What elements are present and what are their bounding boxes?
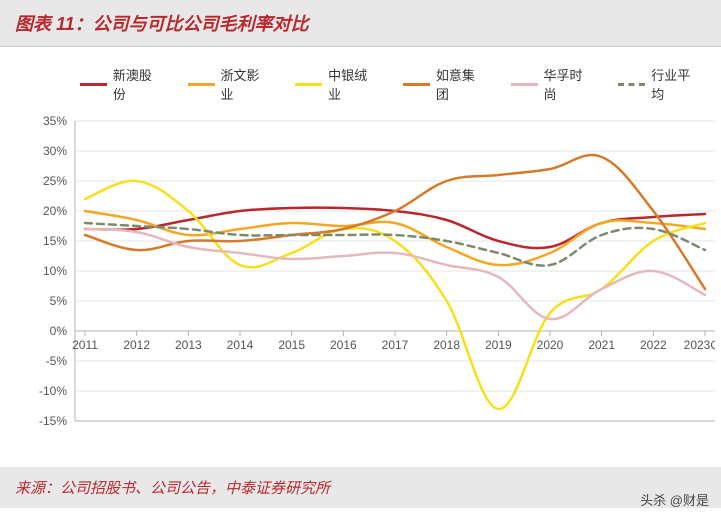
svg-text:2018: 2018 — [433, 338, 460, 352]
legend-swatch — [188, 83, 215, 86]
line-chart: -15% -10% -5% 0% 5% 10% 15% 20% 25% 30% 35% 2011 201… — [20, 113, 715, 449]
svg-text:2013: 2013 — [175, 338, 202, 352]
svg-text:20%: 20% — [43, 204, 67, 218]
legend-label: 中银绒业 — [328, 65, 378, 103]
source-text: 来源：公司招股书、公司公告，中泰证券研究所 — [15, 477, 706, 498]
svg-text:2019: 2019 — [485, 338, 512, 352]
svg-text:-10%: -10% — [39, 384, 67, 398]
legend-label: 浙文影业 — [221, 65, 271, 103]
legend-label: 行业平均 — [651, 65, 701, 103]
svg-text:15%: 15% — [43, 234, 67, 248]
svg-text:2011: 2011 — [72, 338, 98, 352]
svg-text:-15%: -15% — [39, 414, 67, 428]
svg-text:0%: 0% — [50, 324, 68, 338]
legend: 新澳股份 浙文影业 中银绒业 如意集团 华孚时尚 行业平均 — [20, 65, 701, 103]
svg-text:2021: 2021 — [588, 338, 615, 352]
legend-swatch — [80, 83, 107, 86]
svg-text:30%: 30% — [43, 144, 67, 158]
legend-item: 中银绒业 — [295, 65, 378, 103]
svg-text:-5%: -5% — [46, 354, 68, 368]
legend-item: 华孚时尚 — [511, 65, 594, 103]
svg-text:2012: 2012 — [123, 338, 150, 352]
svg-text:25%: 25% — [43, 174, 67, 188]
legend-swatch — [511, 83, 538, 86]
svg-text:10%: 10% — [43, 264, 67, 278]
svg-text:2017: 2017 — [382, 338, 409, 352]
legend-item: 行业平均 — [618, 65, 701, 103]
legend-swatch — [618, 83, 645, 86]
legend-swatch — [295, 83, 322, 86]
chart-area: 新澳股份 浙文影业 中银绒业 如意集团 华孚时尚 行业平均 -15% -10% -5% 0% 5%… — [0, 47, 721, 459]
svg-text:35%: 35% — [43, 114, 67, 128]
chart-title: 图表 11：公司与可比公司毛利率对比 — [15, 10, 706, 36]
svg-text:2016: 2016 — [330, 338, 357, 352]
svg-text:2022: 2022 — [640, 338, 667, 352]
legend-label: 新澳股份 — [113, 65, 163, 103]
legend-label: 华孚时尚 — [544, 65, 594, 103]
svg-text:2015: 2015 — [278, 338, 305, 352]
chart-header: 图表 11：公司与可比公司毛利率对比 — [0, 0, 721, 47]
svg-text:2014: 2014 — [227, 338, 254, 352]
svg-text:2023Q1: 2023Q1 — [684, 338, 715, 352]
legend-swatch — [403, 83, 430, 86]
chart-container: { "header": { "title": "图表 11：公司与可比公司毛利率… — [0, 0, 721, 515]
chart-footer: 来源：公司招股书、公司公告，中泰证券研究所 — [0, 467, 721, 508]
legend-item: 浙文影业 — [188, 65, 271, 103]
svg-text:5%: 5% — [50, 294, 68, 308]
legend-item: 如意集团 — [403, 65, 486, 103]
legend-label: 如意集团 — [436, 65, 486, 103]
svg-text:2020: 2020 — [537, 338, 564, 352]
watermark: 头杀 @财是 — [640, 490, 709, 509]
legend-item: 新澳股份 — [80, 65, 163, 103]
